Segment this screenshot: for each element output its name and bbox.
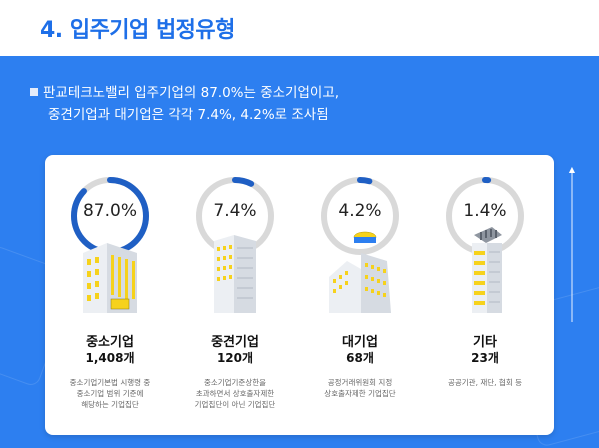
category-description: 공정거래위원회 지정 상호출자제한 기업집단	[304, 377, 416, 399]
category-count: 1,408개	[85, 351, 135, 365]
desc-line: 중소기업 범위 기준에	[76, 389, 144, 398]
percent-label: 7.4%	[213, 201, 257, 221]
donut-arc	[196, 177, 274, 255]
desc-line: 상호출자제한 기업집단	[324, 389, 396, 398]
donut-arc	[446, 177, 524, 255]
small-business-building-icon	[83, 243, 137, 313]
percent-label: 1.4%	[463, 201, 507, 221]
category-small-business: 중소기업 1,408개 중소기업기본법 시행령 중 중소기업 범위 기준에 해당…	[50, 155, 170, 435]
donut-arc	[321, 177, 399, 255]
category-name: 중견기업	[211, 335, 259, 350]
percent-label: 4.2%	[338, 201, 382, 221]
summary-line-1-text: 판교테크노밸리 입주기업의 87.0%는 중소기업이고,	[43, 85, 340, 101]
category-midsize-business: 중견기업 120개 중소기업기준상한을 초과하면서 상호출자제한 기업집단이 아…	[175, 155, 295, 435]
category-name: 중소기업	[86, 335, 134, 350]
category-description: 공공기관, 재단, 협회 등	[429, 377, 541, 388]
donut-large-business	[321, 177, 399, 255]
desc-line: 공정거래위원회 지정	[327, 378, 393, 387]
large-business-complex-icon	[329, 231, 391, 313]
summary-line-1: 판교테크노밸리 입주기업의 87.0%는 중소기업이고,	[30, 82, 339, 104]
title-bar: 4. 입주기업 법정유형	[0, 0, 599, 56]
midsize-business-tower-icon	[214, 235, 256, 313]
percent-label: 87.0%	[82, 201, 137, 221]
scroll-up-icon[interactable]: ▲	[568, 165, 576, 174]
desc-line: 해당하는 기업집단	[81, 400, 139, 409]
desc-line: 초과하면서 상호출자제한	[195, 389, 275, 398]
category-name: 기타	[473, 335, 497, 350]
category-large-business: 대기업 68개 공정거래위원회 지정 상호출자제한 기업집단 4.2%	[300, 155, 420, 435]
summary-text: 판교테크노밸리 입주기업의 87.0%는 중소기업이고, 중견기업과 대기업은 …	[30, 82, 339, 126]
category-description: 중소기업기준상한을 초과하면서 상호출자제한 기업집단이 아닌 기업집단	[179, 377, 291, 410]
scrollbar-track[interactable]	[571, 172, 573, 322]
desc-line: 중소기업기본법 시행령 중	[69, 378, 151, 387]
other-organization-building-icon	[472, 227, 502, 313]
category-count: 120개	[216, 351, 254, 365]
category-description: 중소기업기본법 시행령 중 중소기업 범위 기준에 해당하는 기업집단	[54, 377, 166, 410]
bullet-icon	[30, 88, 38, 96]
stats-card: 중소기업 1,408개 중소기업기본법 시행령 중 중소기업 범위 기준에 해당…	[45, 155, 554, 435]
desc-line: 공공기관, 재단, 협회 등	[447, 378, 523, 387]
page-title: 4. 입주기업 법정유형	[40, 18, 235, 43]
summary-line-2: 중견기업과 대기업은 각각 7.4%, 4.2%로 조사됨	[48, 107, 329, 123]
desc-line: 중소기업기준상한을	[203, 378, 267, 387]
category-count: 23개	[471, 351, 499, 365]
category-other: 기타 23개 공공기관, 재단, 협회 등 1.4%	[425, 155, 545, 435]
category-name: 대기업	[342, 335, 378, 350]
category-count: 68개	[346, 351, 374, 365]
desc-line: 기업집단이 아닌 기업집단	[194, 400, 276, 409]
